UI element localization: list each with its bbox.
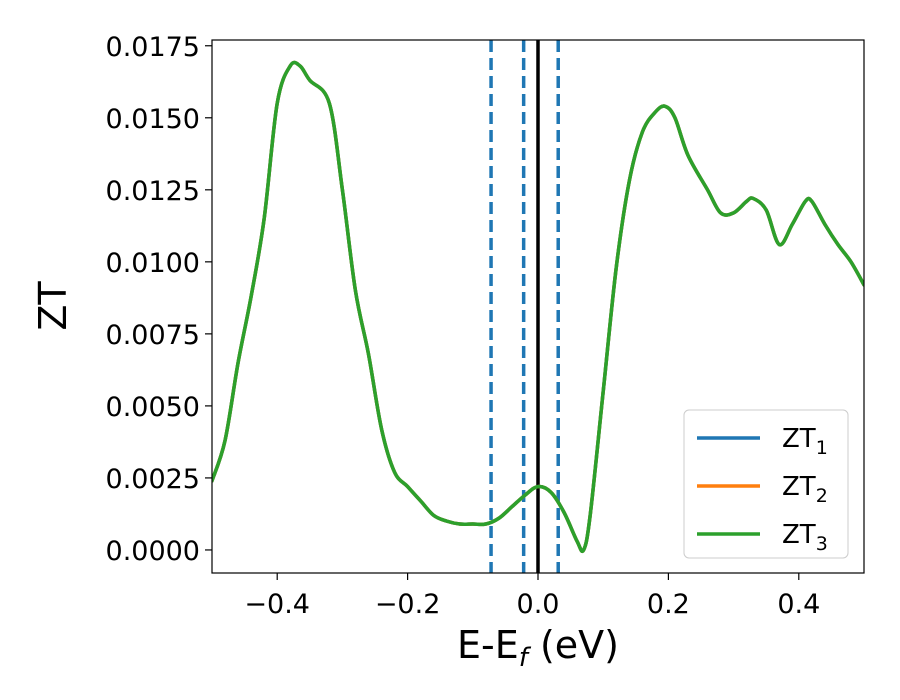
series-line-zt3 [212,60,864,554]
y-tick-label: 0.0125 [106,176,200,207]
x-tick-label: 0.4 [777,589,820,620]
y-axis-ticks: 0.0000 0.0025 0.0050 0.0075 0.0100 0.0125 0.01… [106,32,212,567]
y-tick-label: 0.0175 [106,32,200,63]
x-axis-label: E-Ef (eV) [457,623,619,673]
y-tick-label: 0.0100 [106,248,200,279]
legend-label-zt1: ZT1 [782,424,828,459]
vertical-reference-lines [489,40,560,573]
x-axis-ticks: −0.4 −0.2 0.0 0.2 0.4 [244,573,820,620]
y-tick-label: 0.0050 [106,392,200,423]
y-tick-label: 0.0025 [106,464,200,495]
x-tick-label: −0.4 [244,589,310,620]
y-tick-label: 0.0150 [106,104,200,135]
legend-label-zt3: ZT3 [782,520,828,555]
y-tick-label: 0.0075 [106,320,200,351]
legend-box [683,409,849,559]
y-tick-label: 0.0000 [106,536,200,567]
legend-label-zt2: ZT2 [782,472,828,507]
x-tick-label: −0.2 [375,589,441,620]
x-tick-label: 0.0 [517,589,560,620]
y-axis-label: ZT [31,281,75,331]
x-tick-label: 0.2 [647,589,690,620]
series-lines [212,60,864,554]
legend: ZT1 ZT2 ZT3 [683,409,849,559]
